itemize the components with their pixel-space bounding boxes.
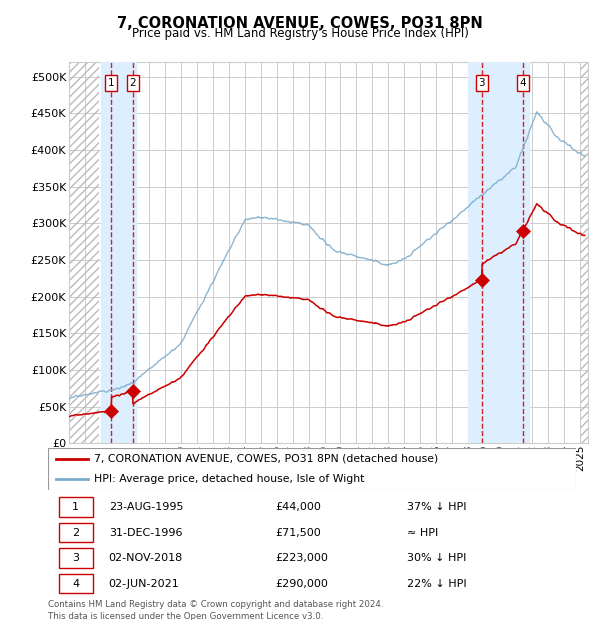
Bar xyxy=(69,62,100,443)
Text: 31-DEC-1996: 31-DEC-1996 xyxy=(109,528,182,538)
Text: HPI: Average price, detached house, Isle of Wight: HPI: Average price, detached house, Isle… xyxy=(94,474,365,484)
Text: 4: 4 xyxy=(72,578,79,588)
Text: 37% ↓ HPI: 37% ↓ HPI xyxy=(407,502,467,512)
Text: 23-AUG-1995: 23-AUG-1995 xyxy=(109,502,183,512)
Text: 1: 1 xyxy=(72,502,79,512)
Text: 2: 2 xyxy=(130,78,136,88)
Text: 3: 3 xyxy=(72,553,79,563)
Text: 7, CORONATION AVENUE, COWES, PO31 8PN (detached house): 7, CORONATION AVENUE, COWES, PO31 8PN (d… xyxy=(94,454,439,464)
Text: 22% ↓ HPI: 22% ↓ HPI xyxy=(407,578,467,588)
Text: £290,000: £290,000 xyxy=(275,578,328,588)
Bar xyxy=(468,62,529,443)
Text: 2: 2 xyxy=(72,528,79,538)
Text: £71,500: £71,500 xyxy=(275,528,321,538)
Bar xyxy=(69,62,100,443)
Text: 1: 1 xyxy=(108,78,115,88)
Text: £223,000: £223,000 xyxy=(275,553,328,563)
Text: 7, CORONATION AVENUE, COWES, PO31 8PN: 7, CORONATION AVENUE, COWES, PO31 8PN xyxy=(117,16,483,31)
Bar xyxy=(101,62,136,443)
Text: £44,000: £44,000 xyxy=(275,502,321,512)
Text: 3: 3 xyxy=(478,78,485,88)
Text: 4: 4 xyxy=(520,78,526,88)
Bar xyxy=(59,497,93,516)
Text: 30% ↓ HPI: 30% ↓ HPI xyxy=(407,553,466,563)
Bar xyxy=(59,548,93,568)
Text: Contains HM Land Registry data © Crown copyright and database right 2024.
This d: Contains HM Land Registry data © Crown c… xyxy=(48,600,383,620)
Bar xyxy=(581,62,588,443)
Text: Price paid vs. HM Land Registry's House Price Index (HPI): Price paid vs. HM Land Registry's House … xyxy=(131,27,469,40)
Text: 02-NOV-2018: 02-NOV-2018 xyxy=(109,553,183,563)
Text: 02-JUN-2021: 02-JUN-2021 xyxy=(109,578,179,588)
Text: ≈ HPI: ≈ HPI xyxy=(407,528,438,538)
Bar xyxy=(581,62,588,443)
Bar xyxy=(59,574,93,593)
Bar xyxy=(59,523,93,542)
